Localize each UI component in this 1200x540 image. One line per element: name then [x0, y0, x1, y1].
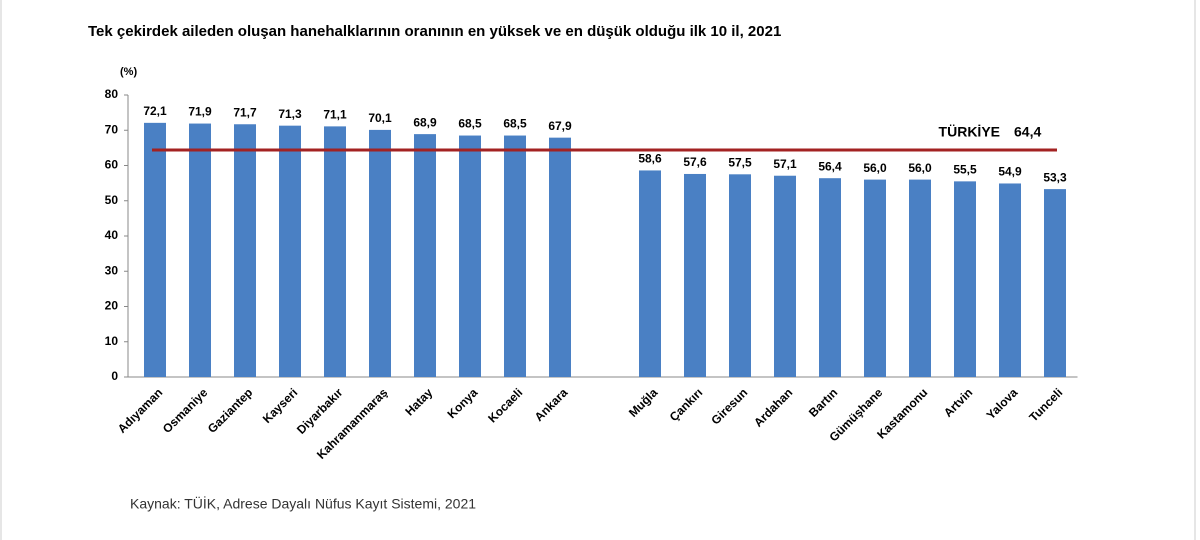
y-tick-label: 20 [105, 299, 119, 313]
value-label: 72,1 [143, 104, 167, 118]
bar [819, 178, 841, 377]
bar [774, 175, 796, 377]
bar [639, 170, 661, 377]
value-label: 71,3 [278, 107, 302, 121]
x-tick-label: Osmaniye [160, 385, 211, 436]
x-tick-label: Çankırı [667, 385, 706, 424]
source-note: Kaynak: TÜİK, Adrese Dayalı Nüfus Kayıt … [130, 495, 476, 512]
bar [954, 181, 976, 377]
bar [909, 179, 931, 377]
x-tick-label: Gaziantep [205, 385, 255, 435]
bar [549, 137, 571, 377]
bar [414, 134, 436, 377]
value-label: 54,9 [998, 165, 1022, 179]
reference-label: TÜRKİYE [939, 124, 1000, 140]
value-label: 53,3 [1043, 170, 1067, 184]
y-tick-label: 30 [105, 263, 119, 277]
bar [864, 179, 886, 377]
value-label: 68,5 [458, 117, 482, 131]
y-tick-label: 0 [111, 369, 118, 383]
x-tick-label: Bartın [806, 385, 840, 419]
bar [189, 123, 211, 378]
y-unit-label: (%) [120, 66, 137, 78]
x-tick-label: Kocaeli [485, 385, 525, 425]
y-tick-label: 70 [105, 122, 119, 136]
value-label: 68,5 [503, 117, 527, 131]
bar [144, 122, 166, 377]
bar [729, 174, 751, 377]
value-label: 57,5 [728, 155, 752, 169]
y-tick-label: 60 [105, 158, 119, 172]
bar [504, 135, 526, 377]
y-tick-label: 50 [105, 193, 119, 207]
bar [279, 125, 301, 377]
chart-title: Tek çekirdek aileden oluşan hanehalkları… [88, 23, 781, 40]
bar [684, 173, 706, 377]
value-label: 70,1 [368, 111, 392, 125]
value-label: 71,7 [233, 105, 257, 119]
x-tick-label: Ardahan [751, 385, 795, 429]
x-tick-label: Artvin [941, 385, 975, 419]
x-tick-label: Adıyaman [115, 385, 165, 435]
x-tick-label: Muğla [626, 385, 661, 420]
value-label: 58,6 [638, 152, 662, 166]
x-tick-label: Yalova [984, 385, 1021, 422]
y-tick-label: 10 [105, 334, 119, 348]
value-label: 56,4 [818, 159, 842, 173]
value-label: 55,5 [953, 163, 977, 177]
reference-value-label: 64,4 [1014, 124, 1041, 140]
value-label: 56,0 [863, 161, 887, 175]
y-tick-label: 80 [105, 87, 119, 101]
value-label: 68,9 [413, 115, 437, 129]
x-tick-label: Ankara [532, 385, 571, 424]
bar [324, 126, 346, 377]
bar [999, 183, 1021, 377]
x-tick-label: Kayseri [260, 385, 301, 426]
bar [369, 129, 391, 377]
value-label: 71,1 [323, 108, 347, 122]
y-tick-label: 40 [105, 228, 119, 242]
bar [234, 124, 256, 377]
value-label: 67,9 [548, 119, 572, 133]
value-label: 57,1 [773, 157, 797, 171]
x-tick-label: Hatay [402, 385, 435, 418]
value-label: 57,6 [683, 155, 707, 169]
x-tick-label: Tunceli [1026, 385, 1065, 424]
bar [459, 135, 481, 377]
x-tick-label: Konya [445, 385, 481, 421]
x-tick-label: Giresun [708, 385, 750, 427]
value-label: 56,0 [908, 161, 932, 175]
bar [1044, 189, 1066, 377]
value-label: 71,9 [188, 105, 212, 119]
